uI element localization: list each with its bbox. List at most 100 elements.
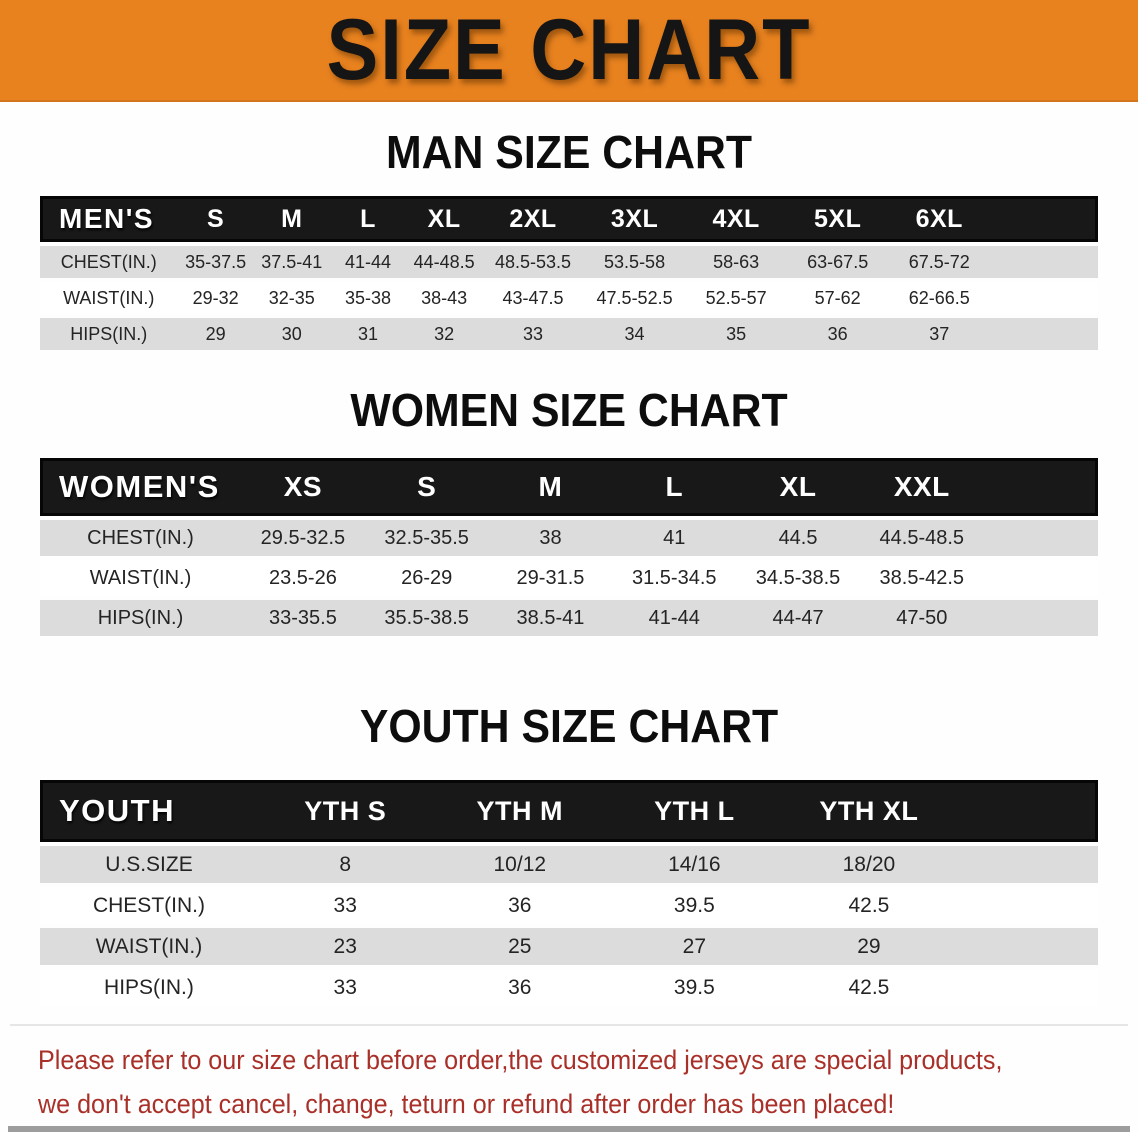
measurement-label: CHEST(IN.) xyxy=(40,246,178,278)
measurement-value: 23.5-26 xyxy=(241,560,365,596)
size-column-header: YTH XL xyxy=(781,780,957,842)
measurement-label: WAIST(IN.) xyxy=(40,560,242,596)
separator-line xyxy=(10,1024,1128,1026)
measurement-row: CHEST(IN.) 35-37.5 37.5-41 41-44 44-48.5 48.5… xyxy=(40,246,1098,278)
measurement-value: 52.5-57 xyxy=(685,282,787,314)
measurement-value: 18/20 xyxy=(781,846,957,883)
measurement-value: 33 xyxy=(257,969,433,1006)
measurement-value: 37.5-41 xyxy=(253,246,330,278)
measurement-value: 31.5-34.5 xyxy=(612,560,737,596)
measurement-row: WAIST(IN.) 23 25 27 29 xyxy=(40,928,1098,965)
measurement-label: HIPS(IN.) xyxy=(40,600,242,636)
measurement-value: 47-50 xyxy=(859,600,984,636)
size-column-header: L xyxy=(612,458,737,516)
women-section-title: WOMEN SIZE CHART xyxy=(350,384,788,436)
disclaimer-line-1: Please refer to our size chart before or… xyxy=(38,1045,1003,1075)
measurement-value: 38.5-42.5 xyxy=(859,560,984,596)
measurement-value: 36 xyxy=(432,887,608,924)
size-column-header: S xyxy=(177,196,254,242)
size-column-header: 6XL xyxy=(888,196,991,242)
measurement-label: U.S.SIZE xyxy=(40,846,258,883)
banner-title: SIZE CHART xyxy=(326,1,812,98)
youth-size-table: YOUTH YTH S YTH M YTH L YTH XL U.S.SIZE 8 10/12… xyxy=(40,776,1098,1010)
measurement-value: 44-48.5 xyxy=(406,246,483,278)
disclaimer-line-2: we don't accept cancel, change, teturn o… xyxy=(38,1089,895,1119)
measurement-value: 57-62 xyxy=(786,282,889,314)
measurement-value: 42.5 xyxy=(781,969,957,1006)
measurement-value: 33 xyxy=(482,318,584,350)
measurement-value: 34 xyxy=(583,318,686,350)
size-chart-banner: SIZE CHART xyxy=(0,0,1138,102)
size-column-header: 2XL xyxy=(482,196,584,242)
measurement-value: 33-35.5 xyxy=(241,600,365,636)
size-column-header: YTH L xyxy=(607,780,782,842)
measurement-value: 48.5-53.5 xyxy=(482,246,584,278)
measurement-label: HIPS(IN.) xyxy=(40,969,258,1006)
row-filler-cell xyxy=(983,520,1098,556)
table-corner-label: YOUTH xyxy=(40,780,258,842)
measurement-value: 32.5-35.5 xyxy=(364,520,489,556)
measurement-value: 29-31.5 xyxy=(488,560,613,596)
measurement-value: 29 xyxy=(177,318,254,350)
measurement-value: 36 xyxy=(786,318,889,350)
row-filler-cell xyxy=(956,887,1098,924)
row-filler-cell xyxy=(990,318,1098,350)
measurement-value: 41 xyxy=(612,520,737,556)
measurement-value: 29-32 xyxy=(177,282,254,314)
size-column-header: XXL xyxy=(859,458,984,516)
measurement-value: 63-67.5 xyxy=(786,246,889,278)
measurement-value: 53.5-58 xyxy=(583,246,686,278)
table-corner-label: WOMEN'S xyxy=(40,458,242,516)
measurement-value: 8 xyxy=(257,846,433,883)
youth-section-title: YOUTH SIZE CHART xyxy=(359,700,779,752)
measurement-value: 31 xyxy=(329,318,407,350)
men-section-title: MAN SIZE CHART xyxy=(385,126,752,178)
row-filler-cell xyxy=(956,846,1098,883)
table-corner-label: MEN'S xyxy=(40,196,178,242)
header-filler-cell xyxy=(990,196,1098,242)
measurement-row: HIPS(IN.) 33 36 39.5 42.5 xyxy=(40,969,1098,1006)
measurement-value: 44-47 xyxy=(736,600,860,636)
measurement-value: 29 xyxy=(781,928,957,965)
measurement-row: CHEST(IN.) 33 36 39.5 42.5 xyxy=(40,887,1098,924)
row-filler-cell xyxy=(983,560,1098,596)
measurement-value: 44.5 xyxy=(736,520,860,556)
measurement-value: 27 xyxy=(607,928,782,965)
measurement-value: 35-38 xyxy=(329,282,407,314)
bottom-edge-strip xyxy=(8,1126,1130,1132)
size-column-header: YTH S xyxy=(257,780,433,842)
measurement-value: 25 xyxy=(432,928,608,965)
measurement-value: 62-66.5 xyxy=(888,282,991,314)
measurement-value: 41-44 xyxy=(612,600,737,636)
size-column-header: XL xyxy=(406,196,483,242)
measurement-row: WAIST(IN.) 23.5-26 26-29 29-31.5 31.5-34.5 34… xyxy=(40,560,1098,596)
measurement-value: 26-29 xyxy=(364,560,489,596)
header-filler-cell xyxy=(956,780,1098,842)
section-men: MAN SIZE CHART MEN'S S M L XL 2XL 3XL 4XL 5XL 6XL… xyxy=(0,126,1138,354)
measurement-value: 47.5-52.5 xyxy=(583,282,686,314)
section-women: WOMEN SIZE CHART WOMEN'S XS S M L XL XXL CHEST(… xyxy=(0,384,1138,640)
measurement-value: 10/12 xyxy=(432,846,608,883)
header-filler-cell xyxy=(983,458,1098,516)
measurement-value: 35-37.5 xyxy=(177,246,254,278)
measurement-value: 39.5 xyxy=(607,887,782,924)
row-filler-cell xyxy=(956,969,1098,1006)
size-column-header: S xyxy=(364,458,489,516)
women-size-table: WOMEN'S XS S M L XL XXL CHEST(IN.) 29.5-32.5 32.5… xyxy=(40,454,1098,640)
measurement-label: CHEST(IN.) xyxy=(40,887,258,924)
size-column-header: 4XL xyxy=(685,196,787,242)
size-column-header: XS xyxy=(241,458,365,516)
size-header-row: WOMEN'S XS S M L XL XXL xyxy=(40,458,1098,516)
measurement-value: 38.5-41 xyxy=(488,600,613,636)
row-filler-cell xyxy=(956,928,1098,965)
men-size-table: MEN'S S M L XL 2XL 3XL 4XL 5XL 6XL CHEST(IN.) 35-37… xyxy=(40,192,1098,354)
measurement-value: 67.5-72 xyxy=(888,246,991,278)
size-column-header: XL xyxy=(736,458,860,516)
size-column-header: 5XL xyxy=(786,196,889,242)
size-header-row: MEN'S S M L XL 2XL 3XL 4XL 5XL 6XL xyxy=(40,196,1098,242)
measurement-value: 37 xyxy=(888,318,991,350)
measurement-value: 32-35 xyxy=(253,282,330,314)
measurement-value: 29.5-32.5 xyxy=(241,520,365,556)
disclaimer: Please refer to our size chart before or… xyxy=(0,1038,1138,1126)
